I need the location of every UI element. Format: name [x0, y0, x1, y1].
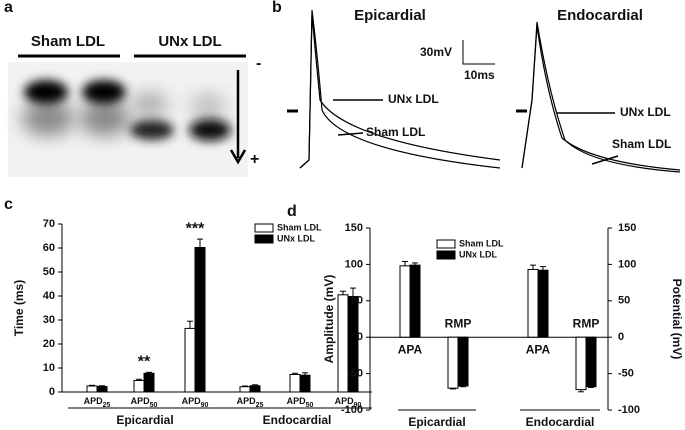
trace: [299, 9, 501, 169]
legend-swatch: [254, 234, 274, 244]
trace: [299, 13, 501, 169]
pointer: [337, 132, 364, 136]
y-tick-label: 150: [345, 222, 363, 234]
panel-label: b: [272, 0, 282, 16]
legend-label: UNx LDL: [459, 249, 498, 259]
x-tick-label: APD25: [84, 396, 111, 408]
category-label: RMP: [573, 316, 600, 330]
trace-title: Epicardial: [354, 7, 426, 24]
panel-label: d: [287, 203, 297, 220]
group-label: Epicardial: [116, 413, 173, 427]
x-tick-label: APD50: [131, 396, 158, 408]
y-tick-label: 50: [351, 295, 363, 307]
y-tick-label: -50: [347, 368, 363, 380]
bar: [399, 265, 411, 338]
trace: [521, 25, 681, 171]
bar: [249, 385, 261, 393]
bar: [447, 336, 459, 389]
lane-label: UNx LDL: [158, 33, 221, 50]
category-label: RMP: [445, 316, 472, 330]
bar: [184, 327, 196, 393]
y-tick-label: -100: [341, 404, 363, 416]
trace-title: Endocardial: [557, 7, 643, 24]
bar: [457, 336, 469, 387]
y-tick-label: 10: [43, 362, 55, 374]
group-label: Endocardial: [526, 415, 595, 429]
scale-label: 10ms: [464, 68, 495, 82]
y2-axis-label: Potential (mV): [670, 279, 684, 360]
y2-tick-label: -50: [618, 368, 634, 380]
annotation: **: [138, 354, 151, 371]
legend-swatch: [254, 223, 274, 233]
y2-tick-label: 0: [618, 331, 624, 343]
y-axis-label: Amplitude (mV): [322, 275, 336, 364]
group-label: Epicardial: [408, 415, 465, 429]
y-tick-label: 100: [345, 258, 363, 270]
bar: [133, 379, 145, 393]
scale-bar: [462, 40, 495, 65]
y-tick-label: 70: [43, 218, 55, 230]
y-tick-label: 20: [43, 338, 55, 350]
panel-label: a: [4, 0, 13, 16]
trace-label: Sham LDL: [612, 137, 671, 151]
trace-label: UNx LDL: [388, 92, 439, 106]
x-tick-label: APD90: [182, 396, 209, 408]
x-tick-label: APD25: [237, 396, 264, 408]
bar: [239, 386, 251, 393]
bar: [527, 268, 539, 338]
scale-label: 30mV: [420, 45, 452, 59]
legend-label: Sham LDL: [277, 222, 322, 232]
y2-tick-label: 50: [618, 295, 630, 307]
bar: [143, 372, 155, 393]
trace-label: UNx LDL: [620, 105, 671, 119]
gel-bands: [22, 80, 231, 141]
lane-label: Sham LDL: [31, 33, 105, 50]
legend-label: UNx LDL: [277, 233, 316, 243]
trace-label: Sham LDL: [366, 125, 425, 139]
bar: [409, 264, 421, 338]
bar: [86, 385, 98, 393]
legend-swatch: [436, 239, 456, 249]
x-tick-label: APD50: [287, 396, 314, 408]
legend-swatch: [436, 250, 456, 260]
bar: [537, 269, 549, 338]
y-tick-label: 0: [357, 331, 363, 343]
arrow-head: [229, 149, 247, 165]
y2-tick-label: 100: [618, 258, 636, 270]
annotation: ***: [186, 220, 205, 237]
legend-label: Sham LDL: [459, 238, 504, 248]
bar: [96, 385, 108, 393]
bar: [575, 336, 587, 391]
category-label: APA: [526, 342, 551, 356]
category-label: APA: [398, 342, 423, 356]
bar: [289, 373, 301, 393]
panel-label: c: [4, 196, 13, 213]
pointer: [591, 155, 619, 165]
bar: [585, 336, 597, 388]
y-tick-label: 0: [49, 386, 55, 398]
y2-tick-label: 150: [618, 222, 636, 234]
y-tick-label: 60: [43, 242, 55, 254]
minus-label: -: [256, 55, 261, 72]
y-tick-label: 40: [43, 290, 55, 302]
bar: [194, 247, 206, 393]
plus-label: +: [250, 151, 259, 168]
group-label: Endocardial: [263, 413, 332, 427]
y-axis-label: Time (ms): [12, 280, 26, 336]
y2-tick-label: -100: [618, 404, 640, 416]
y-tick-label: 30: [43, 314, 55, 326]
y-tick-label: 50: [43, 266, 55, 278]
bar: [299, 374, 311, 393]
x-tick-label: APD90: [335, 396, 362, 408]
